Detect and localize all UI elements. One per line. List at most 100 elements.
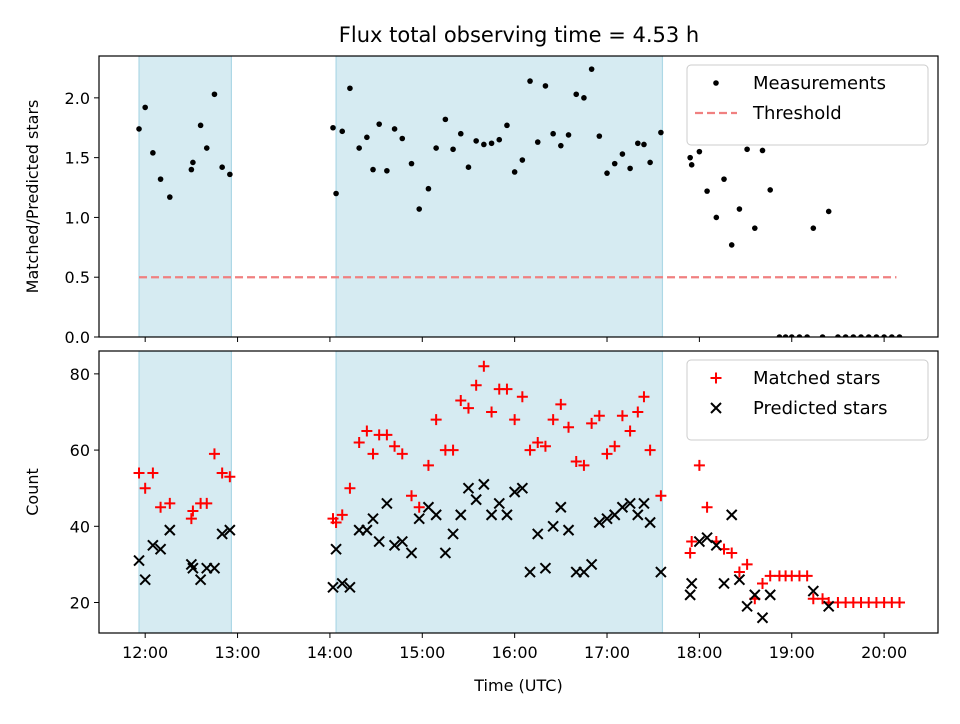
matched-star-point: [555, 398, 567, 410]
chart-title: Flux total observing time = 4.53 h: [339, 23, 699, 47]
matched-star-point: [733, 566, 745, 578]
x-tick-label: 19:00: [769, 643, 815, 662]
x-axis-label: Time (UTC): [473, 676, 562, 695]
measurement-point: [416, 206, 423, 212]
predicted-star-point: [381, 497, 393, 510]
measurement-point: [865, 334, 872, 337]
matched-star-point: [655, 490, 667, 502]
x-tick-label: 16:00: [492, 643, 538, 662]
predicted-star-point: [601, 512, 613, 525]
matched-star-point: [726, 547, 738, 559]
predicted-star-point: [224, 524, 236, 536]
matched-star-point: [470, 379, 482, 391]
predicted-star-point: [388, 539, 401, 552]
matched-star-point: [430, 414, 442, 426]
matched-star-point: [801, 570, 813, 582]
matched-star-point: [224, 471, 236, 483]
measurement-point: [465, 164, 472, 171]
matched-star-point: [462, 402, 474, 414]
measurement-point: [333, 190, 339, 197]
matched-star-point: [330, 516, 342, 528]
x-tick-label: 18:00: [676, 643, 722, 662]
matched-star-point: [509, 414, 521, 426]
measurement-point: [704, 188, 710, 194]
predicted-star-point: [133, 554, 145, 567]
matched-star-point: [563, 421, 575, 433]
measurement-point: [619, 151, 626, 157]
measurement-point: [157, 176, 164, 182]
predicted-star-point: [524, 566, 536, 578]
matched-star-point: [208, 448, 220, 460]
matched-star-point: [609, 440, 621, 452]
axes-frame: [98, 55, 939, 338]
matched-star-point: [570, 456, 582, 468]
predicted-star-point: [624, 497, 636, 510]
matched-star-point: [187, 505, 199, 517]
matched-star-point: [381, 429, 393, 441]
observing-interval-shade: [335, 351, 664, 633]
matched-star-point: [164, 497, 176, 509]
predicted-star-point: [430, 509, 442, 521]
y-axis-label: Count: [23, 468, 42, 516]
legend-box: [686, 64, 929, 146]
legend-label: Predicted stars: [753, 398, 887, 419]
measurement-point: [835, 334, 841, 337]
top-panel: 0.0 0.5 1.0 1.5 2.0 Matched/Predicted stars Me…: [23, 55, 939, 347]
predicted-star-point: [470, 493, 482, 506]
x-tick-label: 12:00: [122, 643, 168, 662]
measurement-point: [481, 141, 487, 148]
measurement-point: [721, 176, 727, 182]
measurement-point: [858, 334, 864, 337]
legend-measurement-marker: [713, 80, 719, 86]
predicted-star-point: [493, 497, 505, 510]
matched-star-point: [638, 391, 650, 403]
predicted-star-point: [485, 509, 498, 521]
measurement-point: [339, 128, 346, 135]
matched-star-point: [693, 459, 705, 471]
y-tick-label: 2.0: [65, 89, 90, 108]
measurement-point: [558, 142, 564, 149]
measurement-point: [203, 145, 210, 151]
predicted-star-point: [741, 600, 753, 613]
x-tick-label: 14:00: [307, 643, 353, 662]
matched-star-point: [532, 436, 544, 448]
predicted-star-point: [764, 589, 776, 601]
matched-star-point: [185, 513, 197, 525]
measurement-point: [647, 159, 653, 166]
matched-star-point: [578, 459, 590, 471]
measurement-point: [635, 140, 641, 147]
plot-area: [136, 56, 903, 337]
predicted-star-point: [822, 600, 835, 613]
predicted-star-point: [756, 612, 769, 624]
axes-frame: [98, 350, 939, 634]
predicted-star-point: [726, 509, 738, 521]
measurement-point: [788, 334, 795, 337]
y-axis-label: Matched/Predicted stars: [23, 100, 42, 294]
measurement-point: [881, 334, 887, 337]
measurement-point: [488, 140, 495, 147]
y-tick-label: 20: [70, 594, 90, 613]
predicted-star-point: [516, 482, 529, 494]
legend-box: [686, 359, 929, 441]
predicted-star-point: [701, 532, 713, 544]
predicted-star-point: [693, 535, 706, 548]
matched-star-point: [422, 459, 434, 471]
y-tick-label: 1.0: [65, 208, 90, 227]
plot-area: [133, 351, 906, 633]
predicted-star-point: [585, 558, 598, 571]
predicted-star-point: [413, 512, 425, 525]
predicted-star-point: [616, 501, 629, 513]
matched-star-point: [757, 577, 769, 589]
predicted-star-point: [593, 516, 606, 529]
measurement-point: [457, 130, 464, 137]
matched-star-point: [413, 501, 425, 513]
measurement-point: [850, 334, 857, 337]
measurement-point: [759, 147, 766, 154]
y-tick-label: 60: [70, 441, 90, 460]
predicted-star-point: [405, 547, 418, 559]
predicted-star-point: [336, 577, 348, 590]
measurement-point: [744, 146, 750, 153]
matched-star-point: [539, 440, 551, 452]
measurement-point: [696, 148, 703, 155]
